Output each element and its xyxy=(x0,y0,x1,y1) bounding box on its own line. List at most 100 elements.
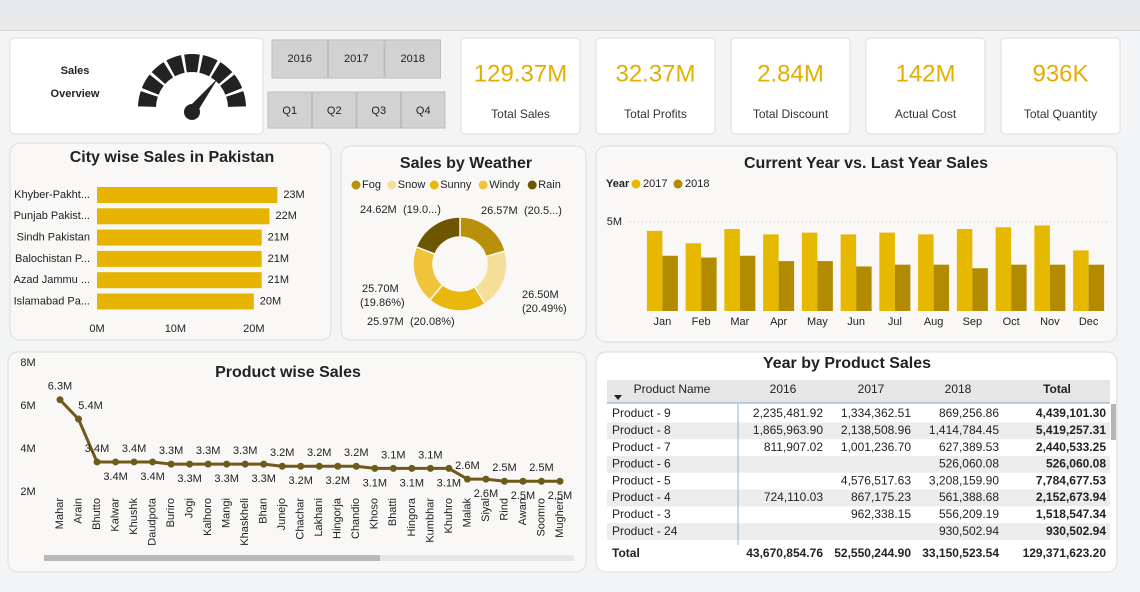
year-button-label[interactable]: 2017 xyxy=(344,53,368,65)
year-button-label[interactable]: 2018 xyxy=(401,53,425,65)
line-marker xyxy=(56,396,64,404)
bar xyxy=(856,266,872,311)
kpi-label: Total Profits xyxy=(624,107,687,121)
year-button[interactable] xyxy=(328,39,385,79)
x-tick-label: 0M xyxy=(89,323,104,335)
data-label: 26.57M xyxy=(481,205,518,217)
data-label: 25.70M xyxy=(362,283,399,295)
quarter-button-label[interactable]: Q3 xyxy=(371,105,386,117)
x-tick-label: Bhan xyxy=(258,498,270,524)
quarter-button-label[interactable]: Q1 xyxy=(282,105,297,117)
table-header: Total xyxy=(1043,382,1071,396)
line-marker xyxy=(408,464,416,472)
table-cell: 1,865,963.90 xyxy=(753,423,823,437)
bar xyxy=(778,261,795,311)
x-tick-label: Mugheri xyxy=(554,498,566,538)
table-cell: Product - 4 xyxy=(612,490,671,504)
quarter-button[interactable] xyxy=(401,91,446,129)
data-label: 3.4M xyxy=(85,443,109,455)
quarter-button-label[interactable]: Q4 xyxy=(416,105,431,117)
bar xyxy=(1034,225,1050,311)
kpi-card xyxy=(595,37,716,135)
line-marker xyxy=(445,464,453,472)
table-cell: Product - 6 xyxy=(612,457,671,471)
x-tick-label: Jogi xyxy=(184,498,196,518)
line-marker xyxy=(93,458,101,466)
gauge-hub xyxy=(184,104,200,120)
kpi-label: Actual Cost xyxy=(895,107,957,121)
table-cell: 526,060.08 xyxy=(1046,457,1106,471)
year-button[interactable] xyxy=(271,39,328,79)
line-marker xyxy=(426,464,434,472)
table-cell: 811,907.02 xyxy=(764,440,823,454)
bar xyxy=(1073,250,1089,311)
data-label: 3.2M xyxy=(307,447,331,459)
table-header: 2017 xyxy=(858,382,885,396)
bar xyxy=(801,232,818,311)
line-marker xyxy=(130,458,138,466)
legend-label: 2017 xyxy=(643,178,667,190)
x-tick-label: 10M xyxy=(165,323,186,335)
table-cell: 724,110.03 xyxy=(764,490,823,504)
x-tick-label: Kalwar xyxy=(109,498,121,532)
data-label: 3.1M xyxy=(381,449,405,461)
kpi-label: Total Quantity xyxy=(1024,107,1097,121)
bar xyxy=(1011,264,1027,311)
x-tick-label: May xyxy=(807,316,828,328)
year-button-label[interactable]: 2016 xyxy=(288,53,312,65)
data-label: 3.3M xyxy=(233,445,257,457)
data-label: 21M xyxy=(268,232,289,244)
table-cell: Product - 24 xyxy=(612,524,678,538)
data-label-percent: (19.86%) xyxy=(360,297,405,309)
quarter-button[interactable] xyxy=(312,91,357,129)
data-label: 20M xyxy=(260,295,281,307)
x-tick-label: Mar xyxy=(730,316,749,328)
table-cell: Product - 9 xyxy=(612,406,671,420)
legend-label: Snow xyxy=(398,179,426,191)
legend-label: Rain xyxy=(538,179,561,191)
table-scrollbar[interactable] xyxy=(1111,404,1116,440)
x-tick-label: Bhatti xyxy=(387,498,399,526)
quarter-button-label[interactable]: Q2 xyxy=(327,105,342,117)
x-tick-label: Nov xyxy=(1040,316,1060,328)
top-bar-border xyxy=(0,30,1140,31)
x-tick-label: Rind xyxy=(498,498,510,521)
bar xyxy=(739,255,756,311)
bar xyxy=(933,264,950,311)
line-marker xyxy=(167,460,175,468)
quarter-button[interactable] xyxy=(356,91,401,129)
line-marker xyxy=(315,462,323,470)
line-marker xyxy=(482,475,490,483)
line-marker xyxy=(112,458,120,466)
legend-label: Windy xyxy=(489,179,520,191)
kpi-value: 936K xyxy=(1032,60,1088,87)
data-label: 2.6M xyxy=(455,460,479,472)
bar xyxy=(646,230,663,311)
x-tick-label: 20M xyxy=(243,323,264,335)
year-button[interactable] xyxy=(384,39,441,79)
scrollbar-thumb[interactable] xyxy=(44,555,380,561)
y-tick-label: 6M xyxy=(20,400,35,412)
table-cell: 561,388.68 xyxy=(939,490,999,504)
quarter-button[interactable] xyxy=(267,91,312,129)
data-label: 3.2M xyxy=(270,447,294,459)
table-total: 52,550,244.90 xyxy=(834,546,911,560)
data-label: 24.62M xyxy=(360,204,397,216)
data-label: 21M xyxy=(268,253,289,265)
legend-marker xyxy=(527,180,537,190)
x-tick-label: Khuhro xyxy=(443,498,455,533)
x-tick-label: Jul xyxy=(888,316,902,328)
bar xyxy=(763,234,779,311)
x-tick-label: Daudpota xyxy=(146,497,158,546)
bar xyxy=(956,229,973,311)
chart-title: City wise Sales in Pakistan xyxy=(70,149,275,166)
line-marker xyxy=(519,477,527,485)
x-tick-label: Mahar xyxy=(54,498,66,530)
bar xyxy=(662,255,678,311)
chart-title: Current Year vs. Last Year Sales xyxy=(744,155,988,172)
table-header-bg xyxy=(607,380,1110,403)
kpi-value: 2.84M xyxy=(757,60,824,87)
data-label: 3.4M xyxy=(140,471,164,483)
x-tick-label: Khushk xyxy=(128,498,140,535)
y-tick-label: 8M xyxy=(20,357,35,369)
